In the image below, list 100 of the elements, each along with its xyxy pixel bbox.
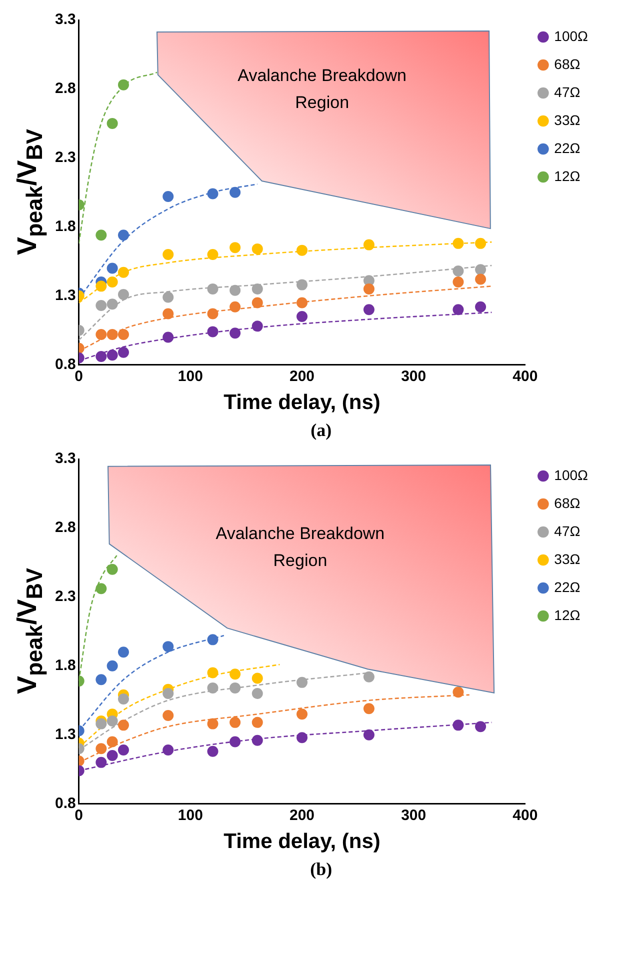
point bbox=[475, 264, 486, 276]
point bbox=[162, 688, 174, 699]
point bbox=[118, 346, 129, 358]
point bbox=[230, 668, 241, 680]
point bbox=[296, 708, 308, 720]
x-tick-label: 300 bbox=[401, 806, 426, 824]
point bbox=[106, 750, 118, 762]
point bbox=[296, 279, 308, 290]
point bbox=[106, 298, 118, 310]
legend-label: 22Ω bbox=[554, 578, 580, 595]
point bbox=[230, 716, 241, 728]
point bbox=[363, 729, 374, 740]
point bbox=[363, 671, 374, 682]
legend-label: 12Ω bbox=[554, 168, 580, 184]
point bbox=[475, 721, 486, 732]
point bbox=[230, 328, 241, 339]
y-tick-label: 3.3 bbox=[54, 11, 76, 28]
point bbox=[252, 297, 263, 308]
point bbox=[363, 239, 374, 250]
x-tick-label: 0 bbox=[74, 368, 84, 385]
point bbox=[252, 320, 263, 332]
y-tick-label: 2.8 bbox=[54, 519, 76, 536]
point bbox=[96, 351, 107, 362]
point bbox=[96, 674, 107, 686]
y-tick-label: 1.8 bbox=[54, 218, 76, 236]
point bbox=[452, 686, 464, 698]
point bbox=[96, 583, 107, 594]
point bbox=[452, 304, 464, 316]
point bbox=[162, 191, 174, 202]
point bbox=[252, 688, 263, 699]
point bbox=[207, 718, 218, 730]
x-tick-label: 100 bbox=[178, 368, 203, 385]
point bbox=[252, 716, 263, 728]
point bbox=[475, 238, 486, 249]
legend-label: 100Ω bbox=[554, 28, 588, 44]
point bbox=[207, 634, 218, 646]
point bbox=[162, 308, 174, 320]
point bbox=[230, 242, 241, 254]
legend-label: 47Ω bbox=[554, 84, 580, 100]
point bbox=[230, 682, 241, 694]
point bbox=[452, 720, 464, 731]
x-axis-title: Time delay, (ns) bbox=[224, 391, 380, 414]
text: (a) bbox=[310, 420, 333, 441]
x-axis-title: Time delay, (ns) bbox=[224, 830, 380, 854]
legend-label: 33Ω bbox=[554, 550, 580, 567]
point bbox=[96, 280, 107, 292]
point bbox=[106, 564, 118, 575]
x-tick-label: 200 bbox=[290, 368, 315, 385]
x-tick-label: 300 bbox=[401, 368, 426, 385]
y-tick-label: 1.3 bbox=[54, 726, 76, 743]
legend-label: 22Ω bbox=[554, 140, 580, 156]
point bbox=[452, 276, 464, 288]
point bbox=[106, 262, 118, 274]
legend-label: 68Ω bbox=[554, 494, 580, 511]
line-series bbox=[78, 264, 492, 341]
point bbox=[162, 332, 174, 343]
legend-label: 47Ω bbox=[554, 522, 580, 539]
point bbox=[207, 746, 218, 757]
point bbox=[118, 693, 129, 704]
legend-label: 33Ω bbox=[554, 112, 580, 128]
text: (b) bbox=[309, 859, 334, 880]
point bbox=[118, 230, 129, 241]
y-tick-label: 1.3 bbox=[54, 286, 76, 304]
point bbox=[96, 718, 107, 730]
point bbox=[106, 736, 118, 748]
y-tick-label: 1.8 bbox=[54, 657, 76, 674]
x-tick-label: 100 bbox=[178, 806, 203, 824]
y-tick-label: 3.3 bbox=[54, 450, 76, 468]
point bbox=[162, 710, 174, 722]
point bbox=[363, 703, 374, 714]
point bbox=[207, 283, 218, 294]
point bbox=[106, 716, 118, 727]
point bbox=[118, 646, 129, 658]
y-tick-label: 0.8 bbox=[54, 794, 76, 812]
x-tick-label: 400 bbox=[512, 806, 538, 824]
point bbox=[207, 188, 218, 200]
point bbox=[106, 350, 118, 361]
point bbox=[230, 284, 241, 296]
legend-label: 68Ω bbox=[554, 56, 580, 72]
point bbox=[106, 118, 118, 129]
point bbox=[475, 301, 486, 312]
point bbox=[296, 732, 308, 744]
point bbox=[452, 266, 464, 277]
x-tick-label: 400 bbox=[512, 368, 538, 385]
point bbox=[296, 244, 308, 256]
point bbox=[296, 297, 308, 308]
legend-label: 12Ω bbox=[554, 606, 580, 623]
point bbox=[106, 328, 118, 340]
point bbox=[96, 300, 107, 311]
point bbox=[162, 248, 174, 260]
legend-label: 100Ω bbox=[554, 466, 588, 483]
point bbox=[207, 326, 218, 338]
y-tick-label: 0.8 bbox=[54, 356, 76, 373]
point bbox=[106, 660, 118, 672]
x-tick-label: 200 bbox=[290, 806, 315, 824]
point bbox=[207, 248, 218, 260]
point bbox=[118, 288, 129, 300]
point bbox=[96, 328, 107, 340]
point bbox=[162, 292, 174, 303]
point bbox=[230, 736, 241, 748]
